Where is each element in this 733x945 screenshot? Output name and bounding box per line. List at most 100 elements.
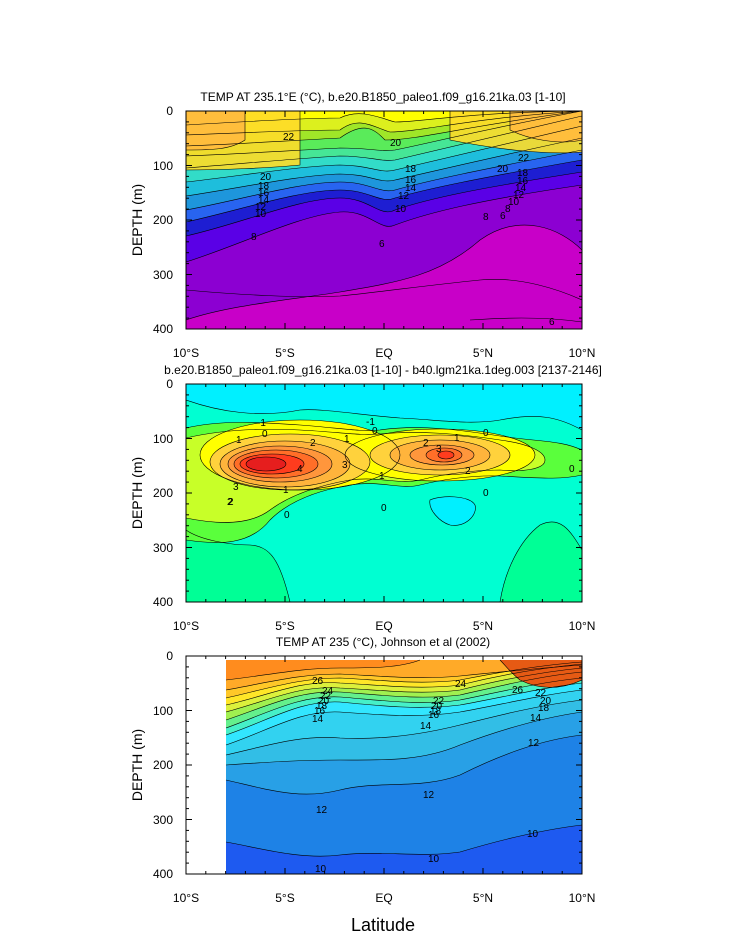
contour-label: 22 (433, 696, 445, 707)
contour-line (186, 111, 582, 147)
contour-line (186, 111, 301, 171)
contour-line (225, 661, 582, 699)
contour-line (186, 399, 582, 431)
contour-line (225, 682, 582, 736)
contour-label: 12 (316, 805, 328, 816)
contour-label: 18 (316, 701, 328, 712)
contour-line (225, 734, 582, 795)
ytick-label: 100 (153, 159, 173, 173)
panel-1-field: 22 20 20 18 16 14 12 10 8 6 18 16 14 12 … (186, 111, 582, 329)
ytick-label: 300 (153, 541, 173, 555)
xtick-label: 5°N (473, 619, 493, 633)
panel-3-ylabel: DEPTH (m) (129, 729, 145, 801)
contour-label: 1 (283, 485, 289, 496)
contour-label: 1 (379, 471, 385, 482)
contour-label: 12 (423, 790, 435, 801)
contour-label: -1 (257, 418, 266, 429)
contour-label: 12 (255, 202, 267, 213)
contour-label: 2 (227, 497, 233, 508)
xtick-label: EQ (375, 891, 392, 905)
contour-line (186, 279, 582, 301)
contour-line (186, 474, 582, 543)
xtick-label: 10°S (173, 619, 199, 633)
contour-label: 10 (315, 864, 327, 875)
band-3-13 (226, 660, 420, 680)
panel-3: TEMP AT 235 (°C), Johnson et al (2002) (129, 635, 595, 905)
contour-line (225, 711, 582, 766)
contour-label: 8 (505, 204, 511, 215)
contour-line (225, 663, 582, 706)
contour-label: 20 (497, 164, 509, 175)
tick-marks (185, 110, 583, 875)
xtick-label: 10°S (173, 346, 199, 360)
panel-1-contours (186, 111, 582, 323)
ytick-label: 100 (153, 704, 173, 718)
contour-label: 1 (236, 435, 242, 446)
contour-label: 16 (405, 175, 417, 186)
contour-label: 26 (512, 685, 524, 696)
contour-line (429, 496, 476, 526)
contour-label: 14 (405, 183, 417, 194)
contour-label: 16 (517, 176, 529, 187)
contour-label: 18 (405, 164, 417, 175)
contour-label: 6 (500, 211, 506, 222)
panel-1-xticks: 10°S 5°S EQ 5°N 10°N (173, 346, 595, 360)
contour-line (225, 699, 582, 756)
contour-label: 26 (312, 676, 324, 687)
panel-2-contour-labels: -1 -1 0 0 0 1 1 1 1 2 2 2 2 3 3 3 4 0 0 … (227, 417, 575, 521)
contour-line (186, 149, 582, 211)
ytick-label: 400 (153, 322, 173, 336)
contour-label: 24 (322, 686, 334, 697)
xtick-label: EQ (375, 619, 392, 633)
ytick-label: 100 (153, 432, 173, 446)
ytick-label: 200 (153, 486, 173, 500)
panel-2-yticks: 0 100 200 300 400 (153, 377, 173, 609)
contour-line (245, 456, 287, 472)
panel-3-contours (225, 659, 582, 857)
contour-label: 14 (420, 721, 432, 732)
contour-line (186, 159, 582, 223)
panel-1-title: TEMP AT 235.1°E (°C), b.e20.B1850_paleo1… (200, 90, 565, 104)
contour-line (186, 171, 582, 237)
contour-line (409, 444, 475, 466)
panel-3-title: TEMP AT 235 (°C), Johnson et al (2002) (276, 635, 490, 649)
panel-3-xticks: 10°S 5°S EQ 5°N 10°N (173, 891, 595, 905)
contour-label: 8 (251, 232, 257, 243)
panel-2-field: -1 -1 0 0 0 1 1 1 1 2 2 2 2 3 3 3 4 0 0 … (186, 384, 582, 602)
contour-line (233, 449, 319, 479)
contour-label: 2 (465, 466, 471, 477)
contour-label: 0 (569, 464, 575, 475)
contour-label: 20 (390, 138, 402, 149)
contour-label: 4 (297, 464, 303, 475)
contour-label: 10 (255, 209, 267, 220)
contour-line (469, 317, 582, 323)
contour-label: 16 (258, 188, 270, 199)
contour-line (225, 667, 582, 713)
contour-line (425, 447, 463, 463)
contour-label: 22 (535, 688, 547, 699)
panel-1-contour-labels: 22 20 20 18 16 14 12 10 8 6 18 16 14 12 … (251, 132, 555, 328)
contour-label: -1 (366, 417, 375, 428)
contour-label: 2 (310, 438, 316, 449)
panel-2-title: b.e20.B1850_paleo1.f09_g16.21ka.03 [1-10… (164, 363, 602, 377)
contour-line (186, 111, 246, 151)
contour-label: 20 (540, 696, 552, 707)
xtick-label: 10°N (569, 891, 596, 905)
panel-2-contours (186, 399, 582, 602)
contour-label: 10 (395, 204, 407, 215)
contour-label: 22 (518, 153, 530, 164)
contour-line (186, 111, 582, 136)
contour-label: 3 (436, 444, 442, 455)
contour-label: 3 (342, 460, 348, 471)
contour-line (186, 115, 582, 169)
contour-label: 2 (228, 497, 234, 508)
contour-label: 3 (233, 482, 239, 493)
contour-label: 18 (430, 706, 442, 717)
ytick-label: 300 (153, 813, 173, 827)
band-1-15 (186, 111, 245, 150)
ytick-label: 400 (153, 595, 173, 609)
contour-label: 0 (483, 428, 489, 439)
contour-label: 10 (428, 854, 440, 865)
xtick-label: 10°N (569, 346, 596, 360)
